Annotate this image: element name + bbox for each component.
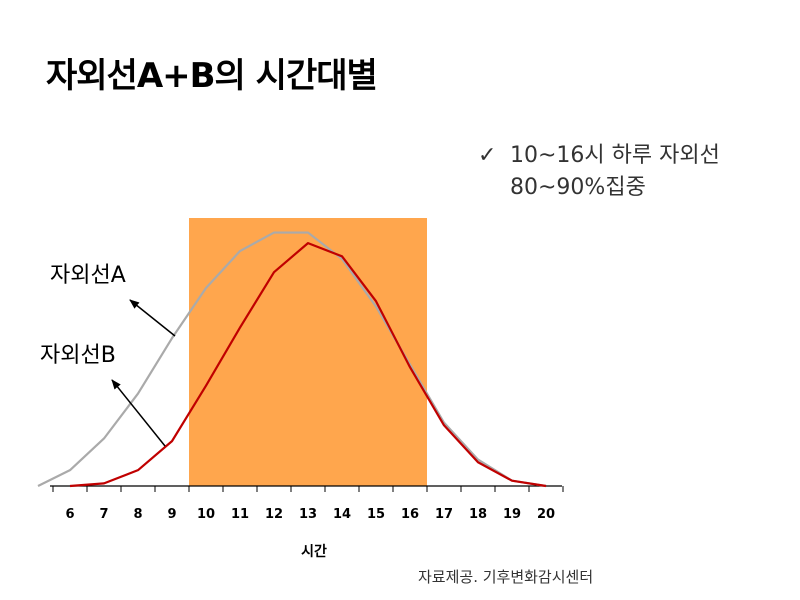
note-text-1: 10~16시 하루 자외선	[510, 143, 720, 168]
x-tick-label: 10	[197, 507, 215, 522]
x-tick-label: 16	[401, 507, 419, 522]
series-line-uva	[37, 231, 547, 488]
note-line-2: 80~90%집중	[510, 175, 646, 200]
x-tick-label: 20	[537, 507, 555, 522]
x-axis-label: 시간	[301, 543, 327, 560]
series-label-uvb: 자외선B	[40, 343, 116, 368]
source-note: 자료제공. 기후변화감시센터	[418, 568, 594, 586]
x-tick-label: 18	[469, 507, 487, 522]
series-line-uvb	[69, 242, 547, 488]
checkmark-icon: ✓	[478, 143, 497, 168]
series-arrow-uva	[129, 299, 176, 337]
x-tick-label: 14	[333, 507, 351, 522]
x-tick-label: 12	[265, 507, 283, 522]
page-title: 자외선A+B의 시간대별	[46, 56, 378, 96]
x-tick-label: 9	[167, 507, 176, 522]
note-line-1: ✓ 10~16시 하루 자외선	[478, 140, 720, 172]
series-label-uva: 자외선A	[50, 263, 126, 288]
x-tick-label: 7	[99, 507, 108, 522]
x-tick-label: 11	[231, 507, 249, 522]
x-tick-label: 8	[133, 507, 142, 522]
series-arrow-uvb	[111, 379, 166, 447]
series-lines	[37, 231, 547, 488]
x-tick-label: 13	[299, 507, 317, 522]
x-axis-ticks: 6 7 8 9 10 11 12 13 14 15 16 17 18 19 20	[52, 486, 564, 522]
note-callout: ✓ 10~16시 하루 자외선 80~90%집중	[478, 140, 720, 204]
x-tick-label: 15	[367, 507, 385, 522]
x-tick-label: 6	[65, 507, 74, 522]
x-tick-label: 19	[503, 507, 521, 522]
x-tick-label: 17	[435, 507, 453, 522]
